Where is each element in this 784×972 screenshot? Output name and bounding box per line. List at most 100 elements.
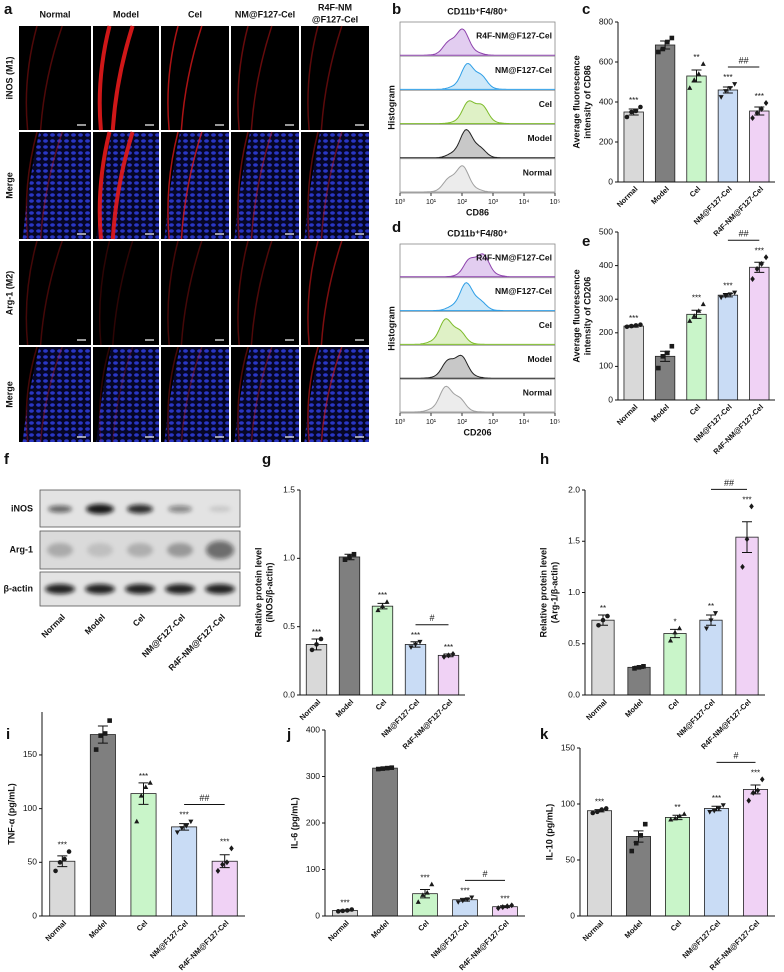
bar: [587, 810, 612, 917]
series-label: Model: [527, 133, 552, 143]
data-point: [660, 354, 666, 359]
red-stain: [167, 240, 203, 346]
data-point: [224, 859, 230, 866]
bar: [372, 767, 398, 917]
band: [127, 543, 153, 557]
data-point: [727, 292, 733, 297]
series-label: R4F-NM@F127-Cel: [476, 252, 552, 262]
data-point: [636, 665, 642, 670]
micrograph: [231, 26, 299, 130]
category-label: Model: [369, 918, 391, 940]
y-tick-label: 500: [599, 226, 613, 236]
band: [87, 543, 113, 557]
significance: ***: [595, 798, 604, 807]
data-point: [624, 324, 630, 330]
data-point: [638, 833, 644, 838]
data-point: [412, 642, 419, 648]
bracket-label: ##: [739, 55, 749, 65]
series-label: NM@F127-Cel: [495, 65, 552, 75]
data-point: [340, 908, 346, 914]
data-point: [147, 780, 153, 785]
significance: ***: [692, 293, 701, 302]
x-tick-label: 10³: [488, 199, 499, 206]
data-point: [415, 899, 421, 904]
category-label: Normal: [298, 697, 323, 722]
data-point: [590, 810, 596, 816]
data-point: [638, 104, 643, 110]
y-tick-label: 200: [599, 327, 613, 337]
bracket-label: #: [429, 613, 434, 623]
red-stain: [97, 25, 135, 131]
row-label: iNOS (M1): [4, 56, 14, 99]
significance: ***: [444, 643, 453, 652]
data-point: [183, 823, 189, 829]
y-tick-label: 150: [23, 749, 37, 759]
y-tick-label: 300: [306, 771, 320, 781]
histogram: [400, 354, 555, 379]
data-point: [375, 607, 381, 613]
band: [127, 504, 153, 514]
significance: ***: [500, 894, 509, 903]
y-axis-label: (Arg-1/β-actin): [549, 562, 559, 624]
y-tick-label: 0.5: [568, 638, 580, 648]
y-tick-label: 200: [306, 817, 320, 827]
data-point: [314, 642, 319, 647]
flow-frame: [399, 243, 556, 414]
panel-letter: c: [582, 1, 590, 18]
significance: ***: [742, 496, 751, 505]
category-label: Normal: [39, 612, 67, 640]
category-label: Normal: [43, 918, 68, 943]
significance: *: [673, 617, 676, 626]
nuclei-stain: [96, 347, 159, 442]
category-label: Model: [649, 184, 671, 206]
series-label: Normal: [523, 388, 552, 398]
data-point: [417, 639, 423, 645]
red-stain: [98, 240, 134, 346]
data-point: [605, 613, 610, 619]
y-tick-label: 1.0: [283, 553, 295, 563]
histogram: [400, 282, 555, 312]
micrograph: [301, 26, 369, 130]
data-point: [408, 645, 414, 650]
category-label: NM@F127-Cel: [429, 918, 471, 960]
y-tick-label: 50: [28, 857, 38, 867]
nuclei-stain: [164, 132, 229, 239]
x-tick-label: 10⁰: [395, 198, 406, 206]
data-point: [732, 290, 738, 296]
data-point: [107, 718, 112, 723]
data-point: [460, 898, 466, 904]
panel-letter: k: [540, 726, 549, 743]
data-point: [384, 765, 390, 771]
panel-letter: i: [6, 726, 10, 743]
data-point: [668, 816, 674, 822]
significance: ***: [179, 811, 188, 820]
data-point: [672, 629, 678, 635]
data-point: [749, 503, 754, 510]
y-axis-label: intensity of CD206: [582, 277, 592, 356]
data-point: [754, 110, 760, 116]
data-point: [707, 810, 713, 815]
y-axis-label: intensity of CD86: [582, 65, 592, 139]
significance: ***: [629, 96, 638, 105]
bar: [452, 899, 478, 917]
x-tick-label: 10⁴: [519, 419, 530, 426]
data-point: [763, 254, 769, 261]
data-point: [665, 350, 670, 356]
significance: ***: [460, 887, 469, 896]
significance: ***: [411, 631, 420, 640]
data-point: [746, 797, 752, 804]
bar: [211, 860, 238, 917]
bar: [663, 633, 687, 696]
x-tick-label: 10²: [457, 199, 468, 206]
data-point: [629, 109, 634, 115]
y-tick-label: 100: [561, 798, 575, 808]
significance: ***: [378, 591, 387, 600]
data-point: [384, 599, 390, 604]
bar: [749, 110, 770, 183]
data-point: [379, 603, 386, 609]
data-point: [318, 636, 324, 642]
significance: ***: [340, 899, 349, 908]
y-tick-label: 400: [306, 724, 320, 734]
